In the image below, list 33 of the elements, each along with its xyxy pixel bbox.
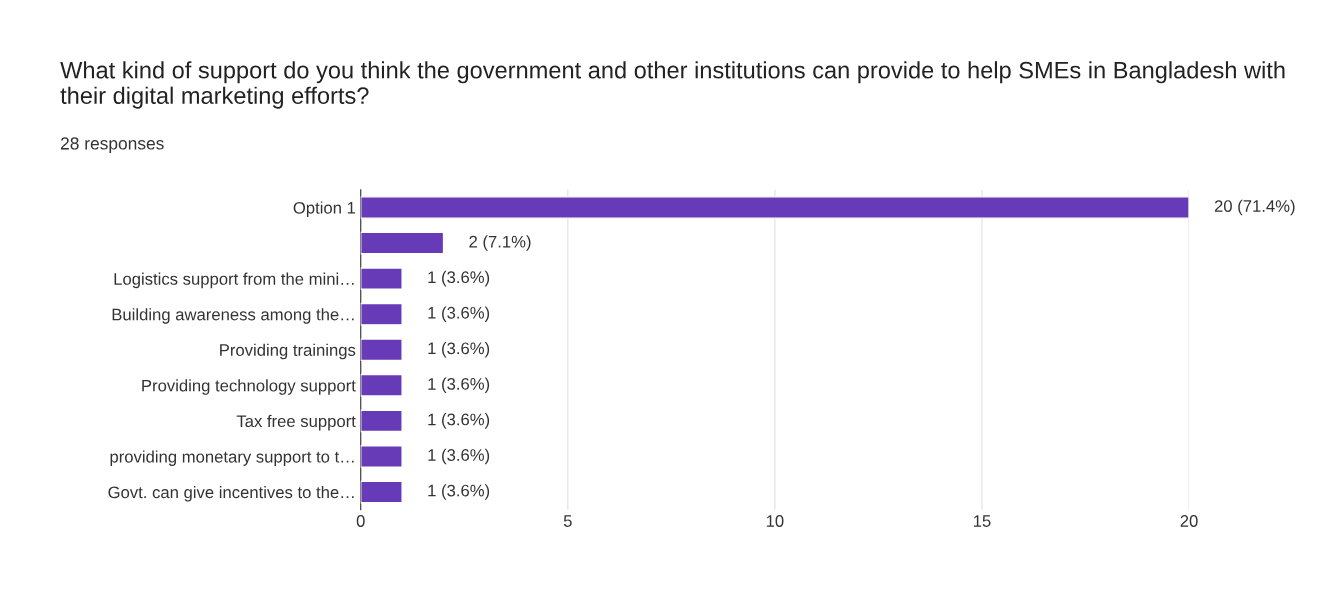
data-label: 20 (71.4%) xyxy=(1214,199,1295,216)
data-label: 1 (3.6%) xyxy=(428,306,490,322)
y-tick-label: Tax free support xyxy=(236,414,356,431)
data-label: 1 (3.6%) xyxy=(428,448,490,465)
bar xyxy=(360,338,403,362)
bar xyxy=(360,302,403,326)
y-tick-label: Logistics support from the mini… xyxy=(114,272,354,289)
data-label: 1 (3.6%) xyxy=(428,270,490,287)
y-tick-label: Providing trainings xyxy=(220,343,356,360)
y-tick-label: providing monetary support to t… xyxy=(110,450,354,466)
bar xyxy=(360,445,403,468)
text: 28 responses xyxy=(60,137,164,153)
bar xyxy=(360,373,403,397)
bar xyxy=(360,196,1190,219)
data-label: 1 (3.6%) xyxy=(428,484,490,500)
y-tick-label: Providing technology support xyxy=(142,379,356,395)
x-tick-label: 15 xyxy=(973,515,991,527)
x-tick-label: 5 xyxy=(563,515,572,527)
data-label: 1 (3.6%) xyxy=(428,377,490,394)
chart-title: What kind of support do you think the government and other institutions can provide to help SMEs in Bangladesh with their digital marketing efforts? xyxy=(60,61,1285,109)
data-label: 2 (7.1%) xyxy=(469,235,531,251)
x-tick-label: 10 xyxy=(766,515,784,527)
bar xyxy=(360,231,445,255)
data-label: 1 (3.6%) xyxy=(428,341,490,358)
bar xyxy=(360,480,403,504)
bar xyxy=(360,409,403,433)
y-tick-label: Option 1 xyxy=(293,201,356,217)
y-tick-label: Govt. can give incentives to the… xyxy=(108,485,354,502)
bar xyxy=(360,267,403,290)
data-label: 1 (3.6%) xyxy=(428,413,490,429)
y-tick-label: Building awareness among the… xyxy=(112,308,354,324)
x-tick-label: 20 xyxy=(1180,515,1198,527)
x-tick-label: 0 xyxy=(356,515,365,527)
